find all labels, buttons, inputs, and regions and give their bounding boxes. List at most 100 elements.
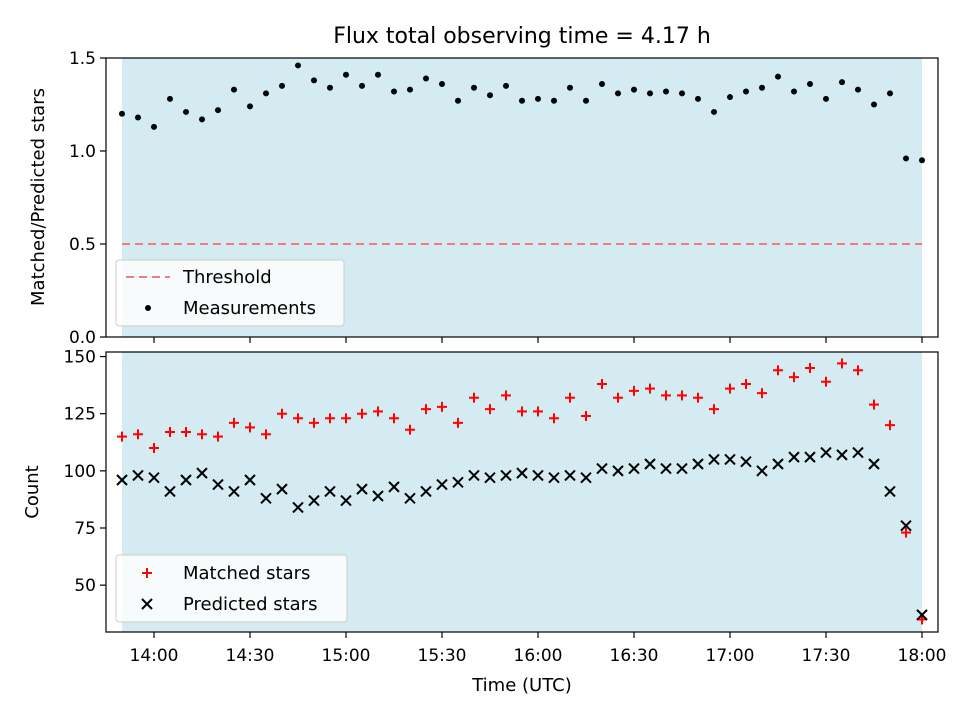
predicted-star-point [212, 478, 224, 491]
ratio-panel: 0.0 0.5 1.0 1.5 Matched/Predicted stars Thr… [28, 49, 939, 348]
matched-star-point [517, 406, 527, 417]
measurement-point [551, 97, 557, 104]
matched-star-point [533, 406, 543, 417]
predicted-star-point [484, 472, 496, 484]
count-frame [105, 351, 939, 633]
y-tick-label: 100 [64, 462, 96, 482]
legend-measurement-swatch [145, 305, 151, 311]
predicted-star-point [228, 485, 240, 498]
ratio-legend-box [115, 259, 345, 327]
ratio-y-label: Matched/Predicted stars [28, 88, 49, 306]
measurement-point [439, 81, 445, 88]
y-tick-label: 75 [74, 519, 96, 539]
x-tick-label: 16:30 [610, 646, 659, 666]
measurement-point [759, 84, 765, 91]
measurement-point [807, 81, 813, 88]
matched-star-point [789, 372, 799, 383]
measurement-point [487, 92, 493, 99]
measurement-point [871, 101, 877, 108]
measurement-point [471, 84, 477, 91]
matched-star-point [901, 527, 911, 538]
predicted-star-point [580, 472, 592, 484]
legend-matched-swatch [142, 568, 152, 578]
matched-star-point [693, 392, 703, 403]
measurement-point [295, 62, 301, 69]
legend-measurement-label: Measurements [183, 298, 316, 319]
matched-star-point [613, 392, 623, 403]
measurement-point [567, 84, 573, 91]
predicted-star-point [372, 490, 384, 502]
predicted-star-point [916, 609, 928, 621]
measurement-point [279, 82, 285, 89]
measurement-point [343, 71, 349, 78]
matched-star-point [853, 365, 863, 376]
legend-predicted-label: Predicted stars [183, 594, 317, 615]
measurement-point [727, 94, 733, 101]
measurement-point [455, 97, 461, 104]
measurement-point [167, 95, 173, 102]
predicted-star-point [356, 483, 368, 495]
matched-star-point [469, 392, 479, 403]
predicted-star-point [292, 501, 304, 514]
matched-star-point [453, 417, 463, 428]
predicted-star-point [548, 472, 560, 484]
measurement-point [887, 90, 893, 97]
ratio-y-axis: 0.0 0.5 1.0 1.5 [69, 49, 106, 348]
y-tick-label: 1.0 [69, 142, 96, 162]
measurement-point [615, 90, 621, 97]
legend-matched-label: Matched stars [183, 563, 310, 584]
predicted-star-point [564, 469, 576, 482]
matched-star-point [725, 383, 735, 394]
predicted-star-point [900, 520, 912, 532]
predicted-star-point [148, 472, 160, 484]
legend-plus-marker [142, 568, 152, 578]
ratio-frame [105, 57, 939, 338]
measurement-point [231, 86, 237, 93]
predicted-star-point [820, 446, 832, 459]
predicted-star-point [804, 451, 816, 463]
measurement-point [503, 82, 509, 89]
predicted-points [116, 446, 928, 621]
matched-points [117, 358, 927, 625]
predicted-star-point [164, 485, 176, 498]
predicted-star-point [516, 467, 528, 479]
matched-star-point [213, 431, 223, 442]
predicted-star-point [596, 462, 608, 475]
predicted-star-point [692, 458, 704, 470]
measurement-point [791, 88, 797, 95]
measurement-point [775, 73, 781, 80]
x-tick-label: 17:30 [802, 646, 851, 666]
measurement-point [647, 90, 653, 97]
matched-star-point [277, 408, 287, 419]
predicted-star-point [244, 474, 256, 486]
matched-star-point [645, 383, 655, 394]
measurement-point [919, 157, 925, 164]
matched-star-point [133, 429, 143, 440]
measurement-point [903, 155, 909, 162]
predicted-star-point [628, 462, 640, 475]
legend-x-marker [141, 598, 153, 610]
legend-predicted-swatch [141, 598, 153, 610]
matched-star-point [805, 363, 815, 373]
predicted-star-point [868, 458, 880, 470]
predicted-star-point [708, 453, 720, 466]
x-tick-label: 17:00 [706, 646, 755, 666]
matched-star-point [581, 411, 591, 421]
measurement-point [743, 88, 749, 95]
matched-star-point [869, 399, 879, 410]
predicted-star-point [644, 458, 656, 470]
predicted-star-point [324, 485, 336, 498]
measurement-point [311, 77, 317, 84]
matched-star-point [821, 376, 831, 387]
matched-star-point [549, 413, 559, 424]
measurement-points [119, 62, 925, 164]
measurement-point [263, 90, 269, 97]
y-tick-label: 0.0 [69, 328, 96, 348]
predicted-star-point [340, 494, 352, 507]
measurement-point [823, 95, 829, 102]
predicted-star-point [612, 465, 624, 477]
measurement-point [663, 88, 669, 95]
measurement-point [119, 110, 125, 117]
matched-star-point [261, 429, 271, 440]
predicted-star-point [196, 467, 208, 479]
